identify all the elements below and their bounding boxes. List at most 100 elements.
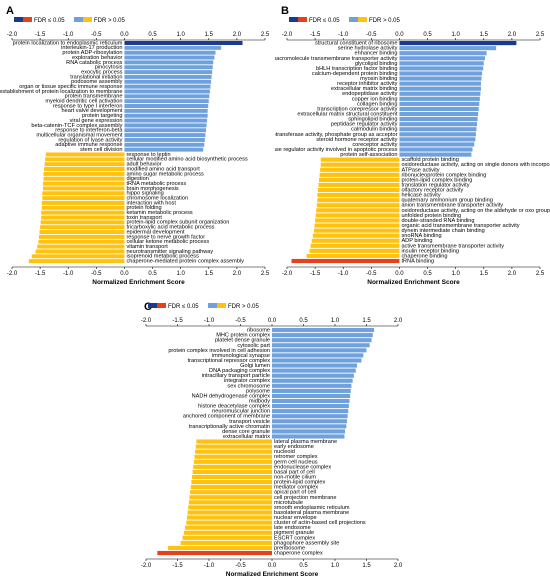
chart-b-svg: B FDR ≤ 0.05 FDR > 0.05 -2.0 -1.5 -1.0 -0.5 0.0…	[211, 5, 550, 286]
bar-label: sphingolipid binding	[348, 117, 397, 123]
x-tick-label: -1.0	[204, 318, 215, 324]
x-tick-label: -0.5	[235, 563, 246, 569]
bar-label: immunological synapse	[212, 353, 270, 359]
bar-label: stem cell division	[80, 147, 122, 153]
bar-label: digestion	[126, 176, 148, 182]
bar	[188, 505, 272, 510]
bar-label: regulation of lyase activity	[58, 137, 122, 143]
bar-label: adaptive immune response	[55, 142, 122, 148]
bar-label: microtubule	[274, 500, 303, 506]
bar	[272, 373, 354, 378]
bar	[41, 200, 125, 205]
x-tick-label: 0.5	[299, 563, 308, 569]
bar	[124, 55, 215, 60]
x-tick-label: 1.5	[480, 32, 489, 38]
bar-label: olfactory receptor activity	[401, 188, 463, 194]
legend-label: FDR ≤ 0.05	[309, 18, 340, 24]
x-tick-label: 0.5	[423, 32, 432, 38]
bar-label: protein-lipid complex binding	[401, 177, 472, 183]
bar-label: podosome assembly	[71, 79, 123, 85]
bar-label: peptidase regulator activity	[331, 122, 398, 128]
bar	[195, 444, 272, 449]
x-tick-label: 1.0	[331, 563, 340, 569]
bar	[41, 210, 125, 215]
bar	[124, 45, 222, 50]
bar	[272, 398, 350, 404]
bar	[194, 454, 272, 459]
bar	[195, 449, 272, 454]
bar	[43, 171, 125, 176]
bar-label: DNA packaging complex	[209, 368, 270, 374]
bar	[399, 71, 483, 76]
bar-label: ribonucleoprotein complex binding	[401, 172, 486, 178]
bar-label: cellular modified amino acid biosyntheti…	[126, 157, 247, 163]
bar	[272, 333, 373, 338]
legend-swatch	[74, 17, 83, 22]
bar-label: response to nerve growth factor	[126, 234, 205, 240]
bar-label: neurotransmitter signaling pathway	[126, 249, 213, 255]
bar-label: neuromuscular junction	[212, 409, 270, 415]
bar	[319, 177, 400, 182]
bar	[124, 137, 205, 142]
bar-label: extracellular matrix structural constitu…	[297, 112, 398, 118]
x-tick-label: 2.0	[394, 563, 403, 569]
legend-label: FDR > 0.05	[228, 304, 260, 310]
bar	[320, 167, 400, 172]
x-tick-label: 2.5	[261, 271, 270, 277]
bar	[124, 65, 213, 70]
bar	[399, 106, 479, 112]
bar	[399, 86, 481, 91]
x-tick-label: -1.5	[172, 318, 183, 324]
bar	[399, 137, 476, 142]
bar-label: lateral plasma membrane	[274, 439, 337, 445]
x-tick-label: 0.0	[395, 32, 404, 38]
bar-label: apical part of cell	[274, 490, 316, 496]
bar	[42, 191, 125, 196]
bar-label: RNA catabolic process	[66, 60, 122, 66]
bar-label: coreceptor activity	[352, 142, 397, 148]
bar-label: germ cell nucleus	[274, 459, 318, 465]
bar-label: scaffold protein binding	[401, 157, 458, 163]
panel-b: B FDR ≤ 0.05 FDR > 0.05 -2.0 -1.5 -1.0 -0.5 0.0…	[211, 0, 550, 290]
bar	[272, 343, 370, 348]
bar	[315, 218, 400, 223]
bar-label: exocytic process	[81, 69, 123, 75]
bar-label: mediator complex	[274, 485, 318, 491]
bar-label: chaperone binding	[401, 253, 447, 259]
x-tick-label: 1.5	[362, 318, 371, 324]
bar-label: response to interferon-beta	[55, 128, 123, 134]
x-tick-label: -2.0	[7, 271, 18, 277]
bar-label: ribosome	[247, 328, 270, 334]
bar-label: basal part of cell	[274, 469, 315, 475]
bar	[44, 167, 125, 172]
bar	[38, 234, 125, 239]
bar-label: polysome	[246, 388, 270, 394]
bar	[187, 510, 272, 515]
legend-swatch	[157, 303, 166, 308]
bar-label: nuclear envelope	[274, 515, 317, 521]
bar-label: NADH dehydrogenase complex	[192, 393, 271, 399]
bar	[124, 104, 209, 108]
x-tick-label: 0.5	[423, 271, 432, 277]
bar	[399, 51, 487, 56]
bar-label: calmodulin binding	[351, 127, 397, 133]
bar	[272, 378, 353, 383]
bar-label: retromer complex	[274, 454, 318, 460]
bar-label: tRNA metabolic process	[126, 181, 186, 187]
bar	[272, 358, 362, 363]
bar	[192, 469, 272, 475]
chart-c-svg: C FDR ≤ 0.05 FDR > 0.05-2.0 -1.5 -1.0 -0.5 0.0…	[141, 301, 403, 578]
bar	[124, 84, 211, 89]
x-tick-label: -0.5	[366, 271, 377, 277]
bar	[399, 132, 476, 137]
bar-label: integrator complex	[224, 378, 270, 384]
bar	[124, 99, 209, 104]
bar-label: transcription corepressor activity	[317, 106, 397, 112]
bar	[183, 530, 272, 535]
bar-label: glycolipid binding	[355, 61, 398, 67]
bar-label: anion transmembrane transporter activity	[401, 203, 503, 209]
bar	[399, 66, 484, 71]
bar-label: pigment granule	[274, 530, 314, 536]
bar-label: toxin transport	[126, 215, 162, 221]
bar-label: steroid hormone receptor activity	[316, 137, 397, 143]
